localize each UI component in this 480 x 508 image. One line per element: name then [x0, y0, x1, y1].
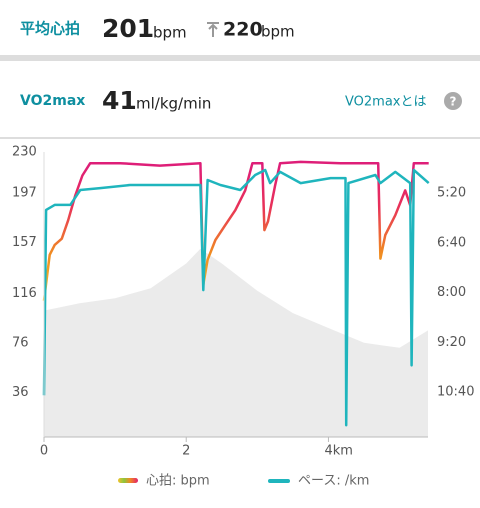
y-tick-label: 157 [12, 235, 37, 250]
avg-hr-label: 平均心拍 [20, 20, 80, 38]
legend-label: 心拍: bpm [146, 474, 210, 489]
y-tick-label: 197 [12, 185, 37, 200]
max-hr-unit: bpm [261, 23, 295, 41]
help-icon-mark: ? [450, 95, 457, 109]
vo2-unit: ml/kg/min [136, 95, 211, 113]
avg-hr-unit: bpm [153, 24, 187, 42]
help-icon[interactable] [444, 92, 462, 110]
x-tick-label: 0 [40, 444, 48, 459]
x-tick-label: 4km [324, 444, 352, 459]
y2-tick-label: 9:20 [437, 335, 466, 350]
y2-tick-label: 10:40 [437, 385, 474, 400]
series-line [42, 160, 429, 301]
y2-tick-label: 6:40 [437, 235, 466, 250]
max-hr-value: 220 [223, 19, 263, 41]
legend-swatch [268, 479, 290, 483]
legend-swatch [118, 478, 138, 483]
y-tick-label: 116 [12, 286, 37, 301]
elevation-area [44, 248, 428, 437]
chart: 230 197 157 116 76 36 5:20 6:40 8:00 9:20 10:40 0 2 4… [12, 145, 474, 459]
max-icon [207, 22, 219, 37]
legend-label: ペース: /km [298, 474, 369, 489]
hr-card [0, 0, 480, 58]
y2-tick-label: 8:00 [437, 285, 466, 300]
x-tick-label: 2 [182, 444, 190, 459]
avg-hr-value: 201 [102, 14, 154, 43]
y-tick-label: 36 [12, 385, 29, 400]
vo2-label: VO2max [20, 93, 85, 109]
vo2-link[interactable]: VO2maxとは [345, 95, 427, 110]
series-line [42, 168, 430, 427]
y-tick-label: 76 [12, 335, 29, 350]
y2-tick-label: 5:20 [437, 186, 466, 201]
vo2-value: 41 [102, 86, 137, 115]
y-tick-label: 230 [12, 145, 37, 160]
